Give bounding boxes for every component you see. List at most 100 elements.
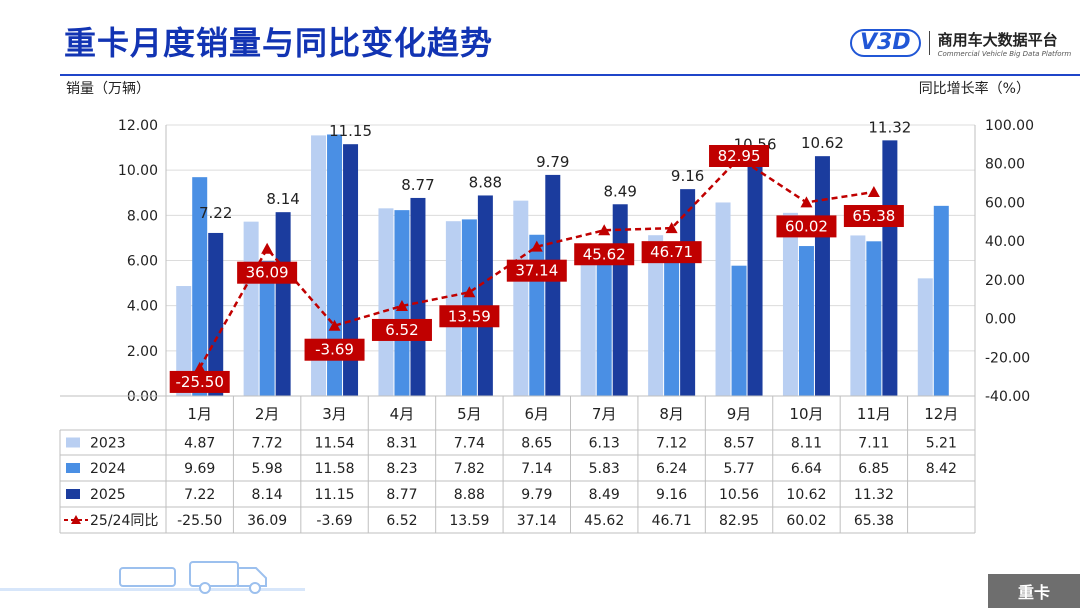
x-category-label: 7月 [592, 405, 617, 423]
bar-2025 [882, 140, 898, 396]
yoy-label: 60.02 [785, 217, 828, 235]
legend-label: 2025 [90, 487, 126, 503]
table-cell: 5.83 [589, 461, 620, 477]
yoy-line: -25.50 36.09 -3.69 6.52 13.59 37.14 45.62 46.71… [169, 145, 904, 393]
yoy-point-marker [800, 196, 813, 208]
yoy-label: -25.50 [176, 373, 224, 391]
table-cell: 45.62 [584, 513, 624, 529]
table-cell: -3.69 [316, 513, 352, 529]
yoy-label: -3.69 [315, 341, 354, 359]
table-cell: 5.21 [926, 436, 957, 452]
yoy-point-marker [328, 319, 341, 331]
table-cell: 8.57 [723, 436, 754, 452]
yoy-label: 82.95 [718, 147, 761, 165]
table-cell: 11.58 [314, 461, 354, 477]
x-category-label: 5月 [457, 405, 482, 423]
bar-2025-label: 8.88 [469, 173, 502, 191]
table-cell: 11.54 [314, 436, 354, 452]
table-cell: -25.50 [177, 513, 222, 529]
legend-swatch-2024 [66, 463, 80, 473]
table-cell: 7.74 [454, 436, 485, 452]
bar-2023 [782, 212, 798, 396]
table-cell: 37.14 [517, 513, 557, 529]
y-right-tick-label: 0.00 [985, 312, 1016, 328]
truck-illustration [0, 561, 305, 594]
yoy-label-box [304, 338, 365, 361]
y-right-tick-label: 60.00 [985, 195, 1025, 211]
bar-2023 [917, 278, 933, 396]
legend-swatch-2025 [66, 489, 80, 499]
table-cell: 8.14 [252, 487, 283, 503]
bar-2024 [731, 265, 747, 396]
bar-2023 [311, 135, 327, 396]
yoy-label-box [439, 305, 500, 328]
bar-2025-label: 8.49 [604, 182, 637, 200]
table-cell: 36.09 [247, 513, 287, 529]
table-cell: 13.59 [449, 513, 489, 529]
x-category-label: 6月 [525, 405, 550, 423]
table-cell: 9.16 [656, 487, 687, 503]
bar-2025-label: 11.15 [329, 122, 372, 140]
bar-2024 [192, 177, 208, 396]
truck-icon [119, 561, 267, 594]
yoy-label-box [843, 205, 904, 228]
axes: 0.00 2.00 4.00 6.00 8.00 10.00 12.00 -40.00 -20.… [118, 118, 1034, 405]
y-left-tick-label: 4.00 [127, 299, 158, 315]
y-right-tick-label: 40.00 [985, 234, 1025, 250]
yoy-point-marker [261, 242, 274, 254]
x-category-label: 9月 [727, 405, 752, 423]
table-cell: 6.85 [858, 461, 889, 477]
logo-separator [928, 31, 930, 55]
table-cell: 10.56 [719, 487, 759, 503]
x-category-label: 4月 [390, 405, 415, 423]
table-cell: 6.52 [386, 513, 417, 529]
bar-2023 [176, 286, 192, 396]
bar-2023 [378, 208, 394, 396]
y-left-tick-label: 0.00 [127, 389, 158, 405]
bar-2025-label: 10.62 [801, 134, 844, 152]
brand-logo: V3D 商用车大数据平台 Commercial Vehicle Big Data… [850, 28, 1071, 58]
x-category-label: 3月 [322, 405, 347, 423]
table-cell: 10.62 [786, 487, 826, 503]
y-left-tick-label: 10.00 [118, 163, 158, 179]
bar-2023 [580, 257, 596, 396]
table-cell: 60.02 [786, 513, 826, 529]
y-left-tick-label: 6.00 [127, 254, 158, 270]
section-tag: 重卡 [988, 574, 1080, 608]
x-category-label: 10月 [789, 405, 823, 423]
table-cell: 8.65 [521, 436, 552, 452]
yoy-label-box [776, 215, 837, 238]
table-cell: 5.77 [723, 461, 754, 477]
table-cell: 8.23 [386, 461, 417, 477]
table-cell: 82.95 [719, 513, 759, 529]
page-title: 重卡月度销量与同比变化趋势 [64, 24, 494, 62]
yoy-point-marker [665, 222, 678, 234]
table-cell: 46.71 [652, 513, 692, 529]
yoy-series-line [198, 156, 875, 369]
x-category-label: 11月 [857, 405, 891, 423]
yoy-label-box [371, 318, 432, 341]
x-category-label: 12月 [924, 405, 958, 423]
yoy-label: 37.14 [515, 262, 558, 280]
bar-2025 [275, 212, 291, 396]
table-cell: 8.31 [386, 436, 417, 452]
table-cell: 8.42 [926, 461, 957, 477]
bar-2025-label: 8.14 [266, 190, 299, 208]
bar-2025 [410, 197, 426, 396]
legend-marker-yoy [71, 515, 81, 524]
bar-2025-label: 7.22 [199, 204, 232, 222]
bar-2025 [477, 195, 493, 396]
bar-2025 [343, 144, 359, 396]
data-table: 1月 2月 3月 4月 5月 6月 7月 8月 9月 10月 11月 12月 2023 4.87 7.72 1… [59, 395, 976, 534]
yoy-label: 13.59 [448, 307, 491, 325]
bar-2023 [850, 235, 866, 396]
table-cell: 7.14 [521, 461, 552, 477]
x-category-label: 1月 [187, 405, 212, 423]
yoy-label-box [574, 243, 635, 266]
table-cell: 7.22 [184, 487, 215, 503]
table-cell: 7.72 [252, 436, 283, 452]
bar-2025 [814, 156, 830, 396]
bar-2024 [798, 246, 814, 396]
table-cell: 11.32 [854, 487, 894, 503]
logo-mark: V3D [850, 29, 921, 57]
